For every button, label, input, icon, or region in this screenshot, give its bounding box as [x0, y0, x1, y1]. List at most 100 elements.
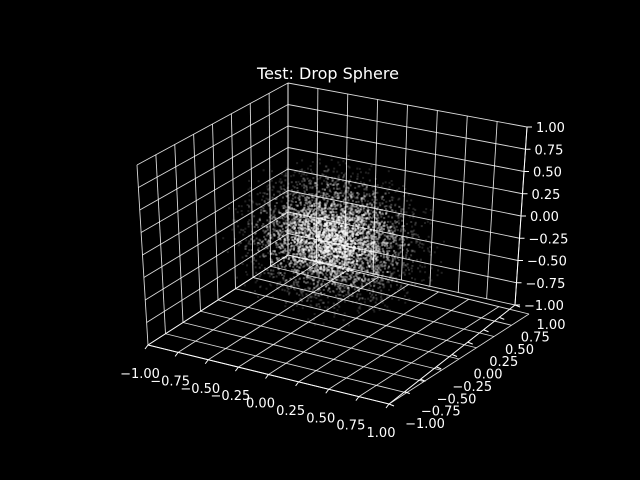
data-point	[303, 260, 306, 263]
data-point	[351, 254, 354, 257]
data-point	[401, 255, 404, 258]
data-point	[366, 243, 369, 246]
data-point	[331, 278, 334, 281]
data-point	[300, 214, 302, 217]
data-point	[355, 279, 358, 282]
data-point	[352, 239, 354, 242]
data-point	[351, 268, 354, 271]
data-point	[370, 209, 373, 212]
data-point	[273, 214, 276, 217]
data-point	[280, 265, 283, 268]
data-point	[295, 235, 298, 238]
data-point	[317, 205, 320, 208]
data-point	[359, 293, 362, 296]
data-point	[360, 219, 363, 222]
data-point	[377, 234, 380, 237]
data-point	[391, 272, 394, 275]
data-point	[329, 255, 332, 258]
data-point	[413, 250, 416, 253]
data-point	[391, 236, 394, 238]
data-point	[299, 240, 302, 243]
data-point	[318, 266, 320, 269]
data-point	[268, 243, 271, 246]
data-point	[351, 232, 354, 235]
data-point	[333, 262, 335, 265]
data-point	[401, 225, 403, 228]
data-point	[361, 271, 364, 274]
data-point	[276, 219, 278, 222]
data-point	[382, 253, 385, 256]
data-point	[383, 221, 386, 224]
data-point	[358, 185, 361, 188]
data-point	[323, 198, 326, 201]
data-point	[368, 250, 371, 252]
data-point	[385, 258, 388, 261]
data-point	[267, 202, 270, 205]
data-point	[285, 226, 288, 229]
data-point	[347, 154, 350, 157]
data-point	[292, 256, 294, 259]
data-point	[378, 250, 381, 253]
data-point	[279, 247, 282, 250]
z-tick-label: −0.50	[527, 255, 567, 270]
data-point	[356, 260, 359, 262]
data-point	[358, 257, 361, 260]
data-point	[337, 176, 340, 179]
data-point	[395, 278, 398, 281]
data-point	[238, 240, 241, 243]
data-point	[393, 252, 396, 254]
data-point	[350, 271, 353, 274]
data-point	[351, 204, 354, 207]
data-point	[357, 247, 360, 250]
data-point	[298, 246, 301, 249]
data-point	[375, 212, 378, 215]
data-point	[362, 205, 365, 208]
data-point	[313, 209, 315, 212]
data-point	[295, 191, 298, 194]
data-point	[315, 183, 318, 186]
data-point	[391, 278, 394, 281]
data-point	[346, 202, 349, 205]
data-point	[316, 257, 318, 259]
data-point	[350, 276, 353, 279]
z-tick-label: −0.25	[529, 232, 569, 247]
data-point	[298, 172, 301, 175]
data-point	[359, 180, 362, 183]
data-point	[303, 213, 305, 216]
data-point	[390, 225, 393, 228]
data-point	[344, 225, 347, 228]
data-point	[374, 301, 377, 304]
data-point	[366, 203, 369, 206]
data-point	[373, 184, 376, 187]
data-point	[365, 283, 368, 286]
data-point	[250, 237, 253, 240]
data-point	[374, 244, 377, 247]
data-point	[367, 172, 370, 175]
data-point	[341, 237, 344, 240]
data-point	[295, 201, 297, 203]
data-point	[356, 196, 359, 199]
data-point	[275, 241, 278, 244]
data-point	[306, 212, 309, 214]
data-point	[286, 254, 289, 257]
data-point	[269, 237, 272, 240]
data-point	[325, 165, 328, 168]
data-point	[382, 199, 385, 201]
data-point	[346, 191, 349, 194]
data-point	[295, 239, 298, 242]
data-point	[319, 250, 322, 253]
data-point	[308, 216, 311, 219]
data-point	[295, 224, 298, 227]
data-point	[324, 212, 327, 215]
data-point	[366, 217, 369, 220]
data-point	[328, 281, 331, 284]
data-point	[374, 230, 377, 233]
data-point	[363, 198, 366, 200]
data-point	[338, 197, 340, 199]
data-point	[296, 233, 299, 236]
data-point	[277, 217, 280, 220]
data-point	[331, 248, 334, 250]
data-point	[301, 180, 304, 183]
data-point	[326, 207, 329, 210]
data-point	[302, 237, 305, 240]
